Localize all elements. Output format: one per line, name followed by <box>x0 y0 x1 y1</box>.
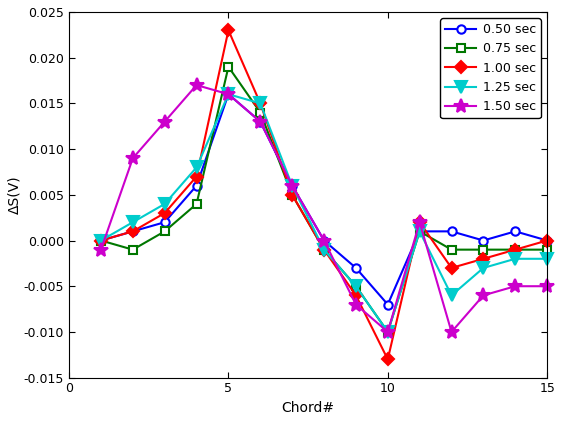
1.25 sec <box>321 247 328 252</box>
0.75 sec <box>512 247 519 252</box>
1.25 sec <box>512 256 519 261</box>
1.00 sec <box>352 293 359 298</box>
1.50 sec <box>225 92 232 97</box>
1.50 sec <box>257 119 264 124</box>
0.75 sec <box>352 284 359 289</box>
1.25 sec <box>193 165 200 170</box>
0.50 sec <box>512 229 519 234</box>
0.75 sec <box>257 110 264 115</box>
1.00 sec <box>480 256 487 261</box>
1.50 sec <box>384 330 391 335</box>
1.50 sec <box>544 284 551 289</box>
0.75 sec <box>480 247 487 252</box>
Line: 1.00 sec: 1.00 sec <box>97 26 551 363</box>
1.00 sec <box>129 229 136 234</box>
0.50 sec <box>321 238 328 243</box>
1.00 sec <box>448 265 455 271</box>
1.25 sec <box>257 101 264 106</box>
Line: 0.75 sec: 0.75 sec <box>97 62 551 336</box>
0.50 sec <box>480 238 487 243</box>
1.50 sec <box>448 330 455 335</box>
0.50 sec <box>98 238 105 243</box>
1.25 sec <box>416 229 423 234</box>
1.50 sec <box>416 220 423 225</box>
1.25 sec <box>352 284 359 289</box>
1.00 sec <box>289 192 296 197</box>
1.25 sec <box>161 201 168 206</box>
0.50 sec <box>544 238 551 243</box>
1.00 sec <box>193 174 200 179</box>
1.50 sec <box>321 238 328 243</box>
X-axis label: Chord#: Chord# <box>282 401 334 415</box>
1.00 sec <box>257 101 264 106</box>
Y-axis label: ΔS(V): ΔS(V) <box>7 176 21 214</box>
Line: 0.50 sec: 0.50 sec <box>97 90 551 308</box>
1.00 sec <box>384 357 391 362</box>
Line: 1.50 sec: 1.50 sec <box>94 78 554 339</box>
1.25 sec <box>129 220 136 225</box>
1.50 sec <box>98 247 105 252</box>
0.75 sec <box>448 247 455 252</box>
0.50 sec <box>129 229 136 234</box>
0.50 sec <box>161 220 168 225</box>
0.75 sec <box>193 201 200 206</box>
0.50 sec <box>416 229 423 234</box>
1.25 sec <box>225 92 232 97</box>
1.00 sec <box>416 220 423 225</box>
0.75 sec <box>225 64 232 69</box>
1.25 sec <box>544 256 551 261</box>
0.75 sec <box>384 330 391 335</box>
0.75 sec <box>161 229 168 234</box>
0.75 sec <box>321 247 328 252</box>
1.50 sec <box>480 293 487 298</box>
0.75 sec <box>98 238 105 243</box>
Legend: 0.50 sec, 0.75 sec, 1.00 sec, 1.25 sec, 1.50 sec: 0.50 sec, 0.75 sec, 1.00 sec, 1.25 sec, … <box>440 18 541 118</box>
1.25 sec <box>480 265 487 271</box>
1.00 sec <box>512 247 519 252</box>
1.25 sec <box>448 293 455 298</box>
0.50 sec <box>448 229 455 234</box>
0.50 sec <box>352 265 359 271</box>
0.75 sec <box>416 229 423 234</box>
0.75 sec <box>129 247 136 252</box>
1.50 sec <box>352 302 359 307</box>
0.50 sec <box>289 183 296 188</box>
0.50 sec <box>257 119 264 124</box>
0.50 sec <box>384 302 391 307</box>
1.00 sec <box>321 247 328 252</box>
0.75 sec <box>544 247 551 252</box>
1.50 sec <box>161 119 168 124</box>
1.00 sec <box>544 238 551 243</box>
Line: 1.25 sec: 1.25 sec <box>96 89 552 338</box>
0.50 sec <box>193 183 200 188</box>
1.50 sec <box>129 156 136 161</box>
1.00 sec <box>98 238 105 243</box>
1.50 sec <box>193 83 200 88</box>
1.00 sec <box>225 28 232 33</box>
1.25 sec <box>384 330 391 335</box>
1.25 sec <box>289 183 296 188</box>
0.75 sec <box>289 192 296 197</box>
1.00 sec <box>161 211 168 216</box>
1.50 sec <box>289 183 296 188</box>
0.50 sec <box>225 92 232 97</box>
1.50 sec <box>512 284 519 289</box>
1.25 sec <box>98 238 105 243</box>
